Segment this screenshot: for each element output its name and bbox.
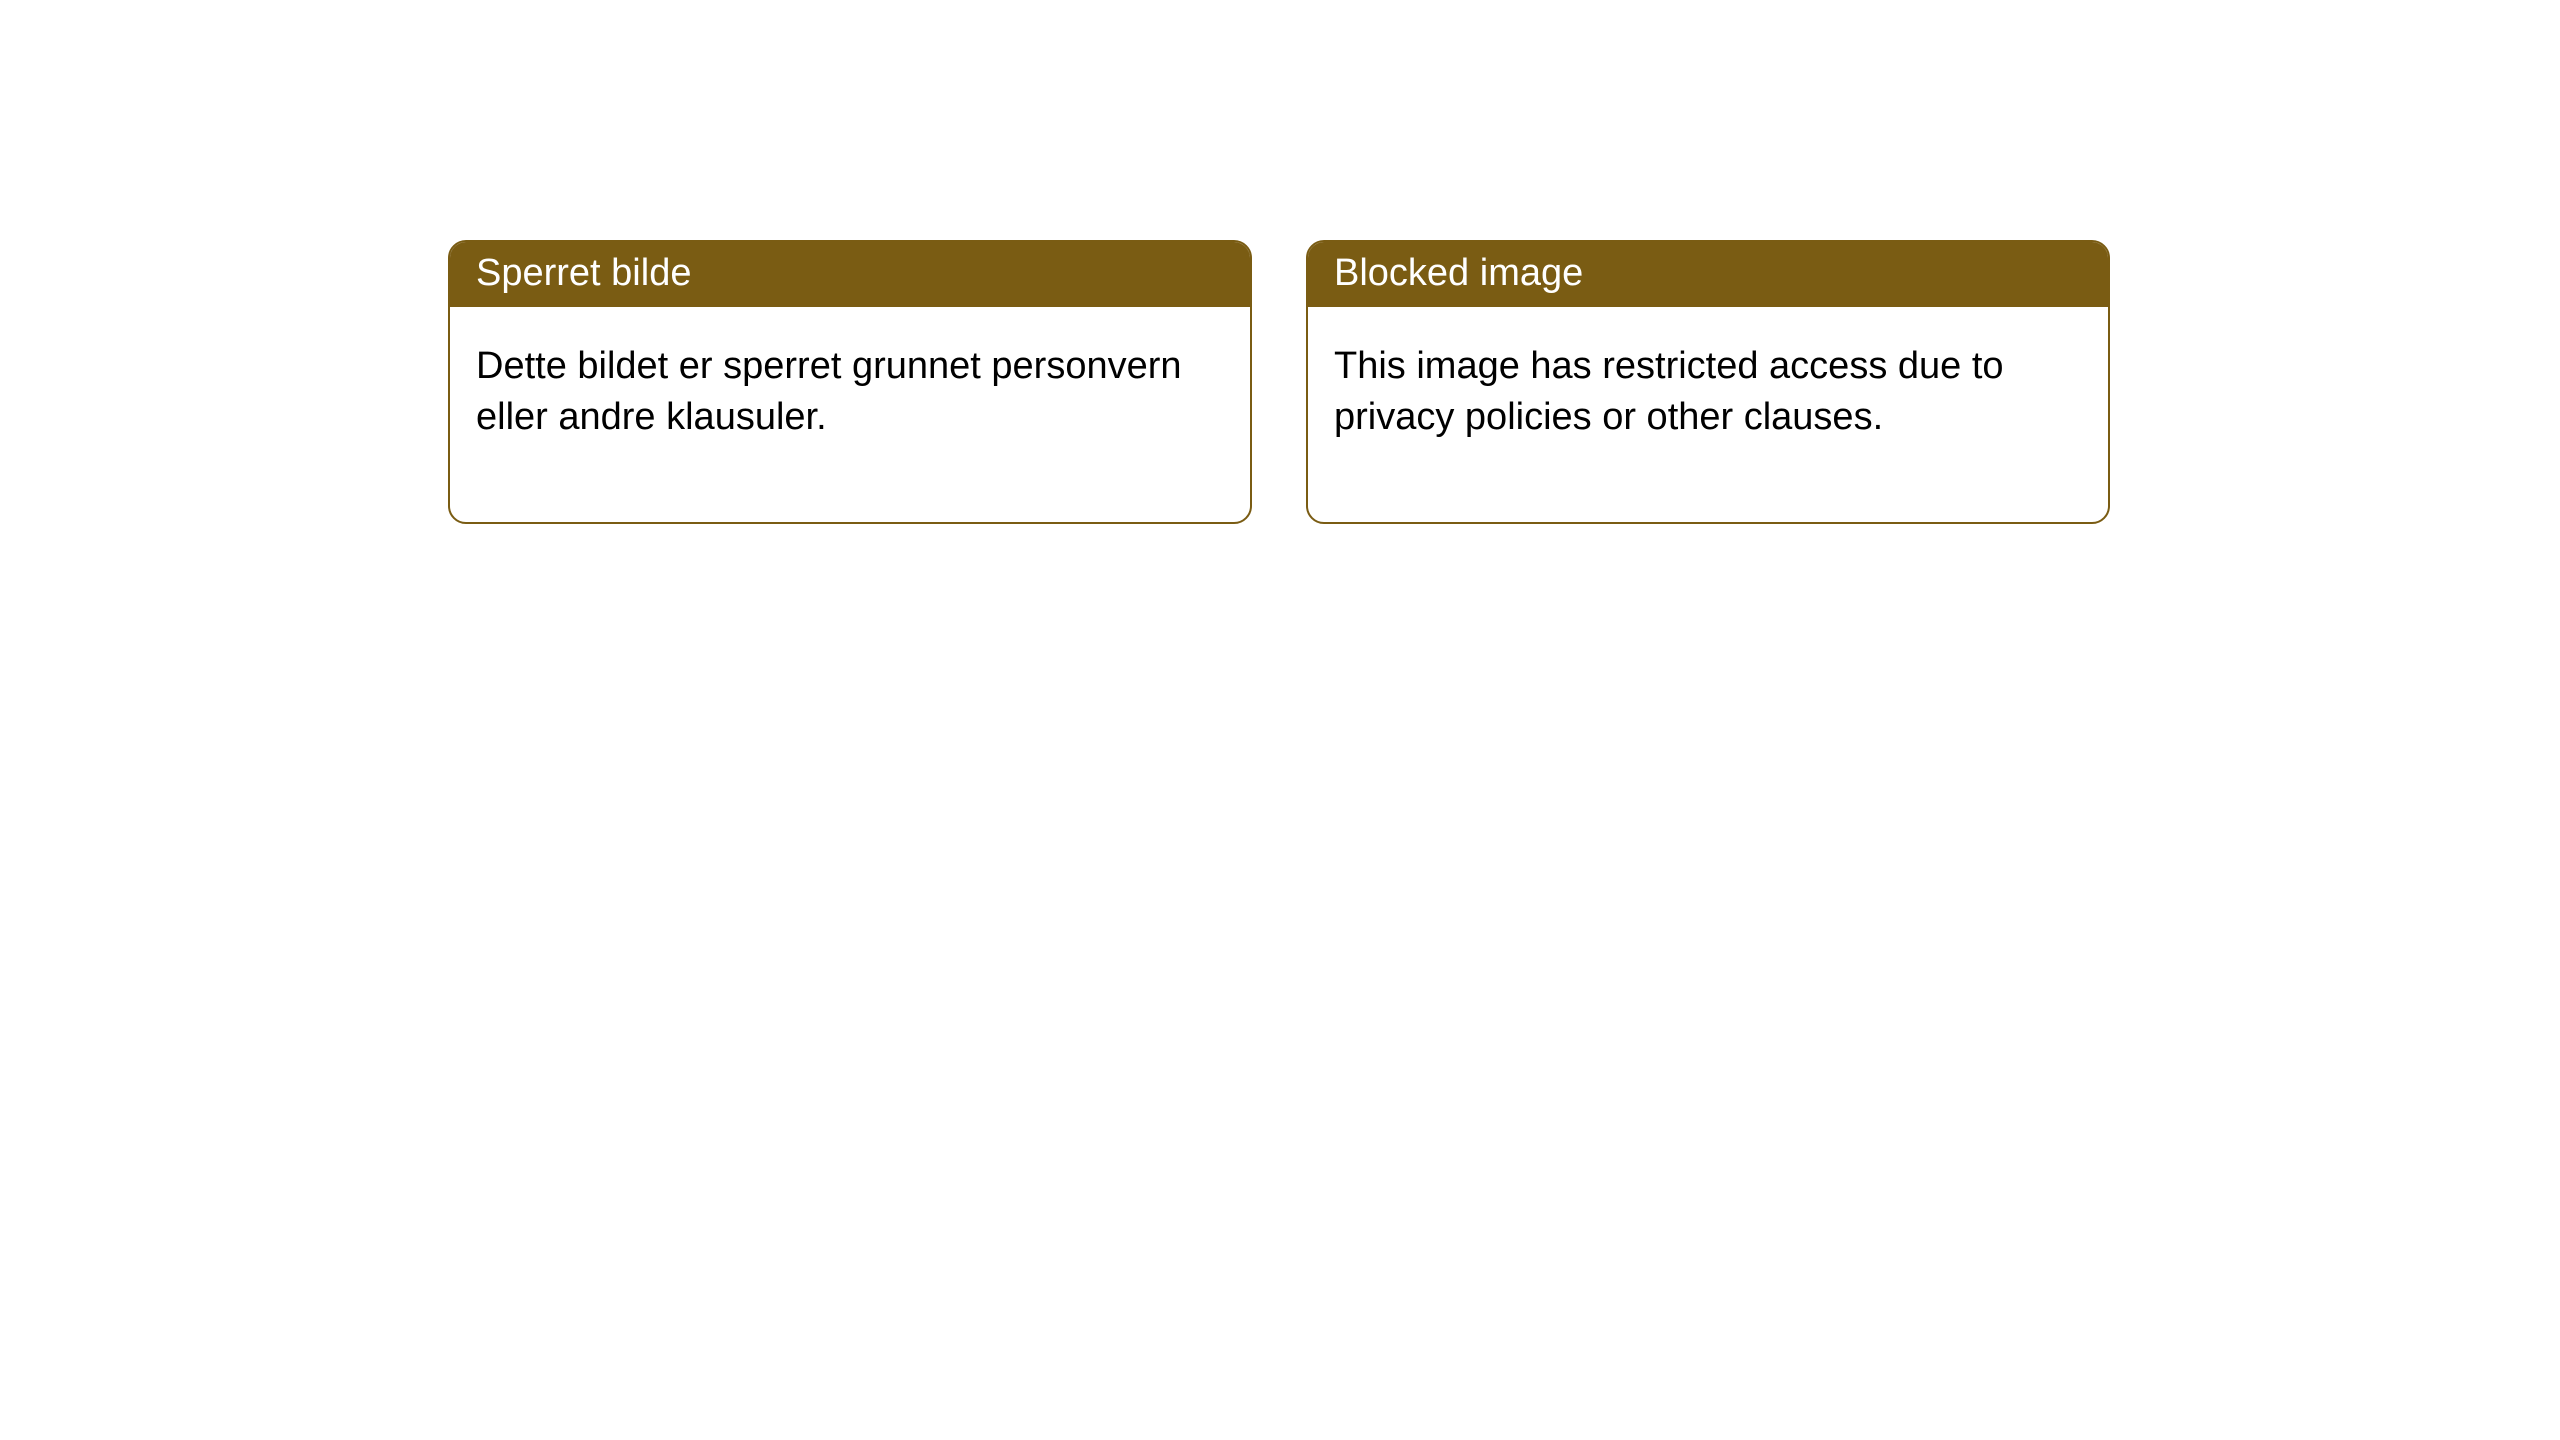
blocked-image-card-en: Blocked image This image has restricted …	[1306, 240, 2110, 524]
card-header: Sperret bilde	[450, 242, 1250, 307]
card-body: Dette bildet er sperret grunnet personve…	[450, 307, 1250, 522]
card-body: This image has restricted access due to …	[1308, 307, 2108, 522]
card-header: Blocked image	[1308, 242, 2108, 307]
blocked-image-card-no: Sperret bilde Dette bildet er sperret gr…	[448, 240, 1252, 524]
cards-container: Sperret bilde Dette bildet er sperret gr…	[0, 0, 2560, 524]
